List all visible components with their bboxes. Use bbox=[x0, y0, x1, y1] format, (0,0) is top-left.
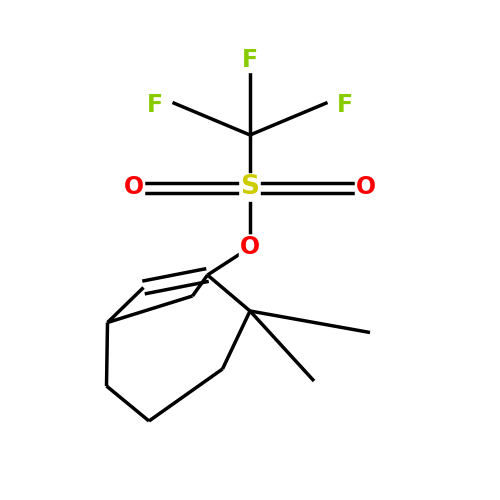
Text: O: O bbox=[124, 176, 144, 200]
Text: F: F bbox=[242, 48, 258, 72]
Text: S: S bbox=[240, 174, 260, 201]
Text: F: F bbox=[337, 93, 353, 117]
Text: O: O bbox=[240, 236, 260, 260]
Text: O: O bbox=[356, 176, 376, 200]
Text: F: F bbox=[147, 93, 163, 117]
